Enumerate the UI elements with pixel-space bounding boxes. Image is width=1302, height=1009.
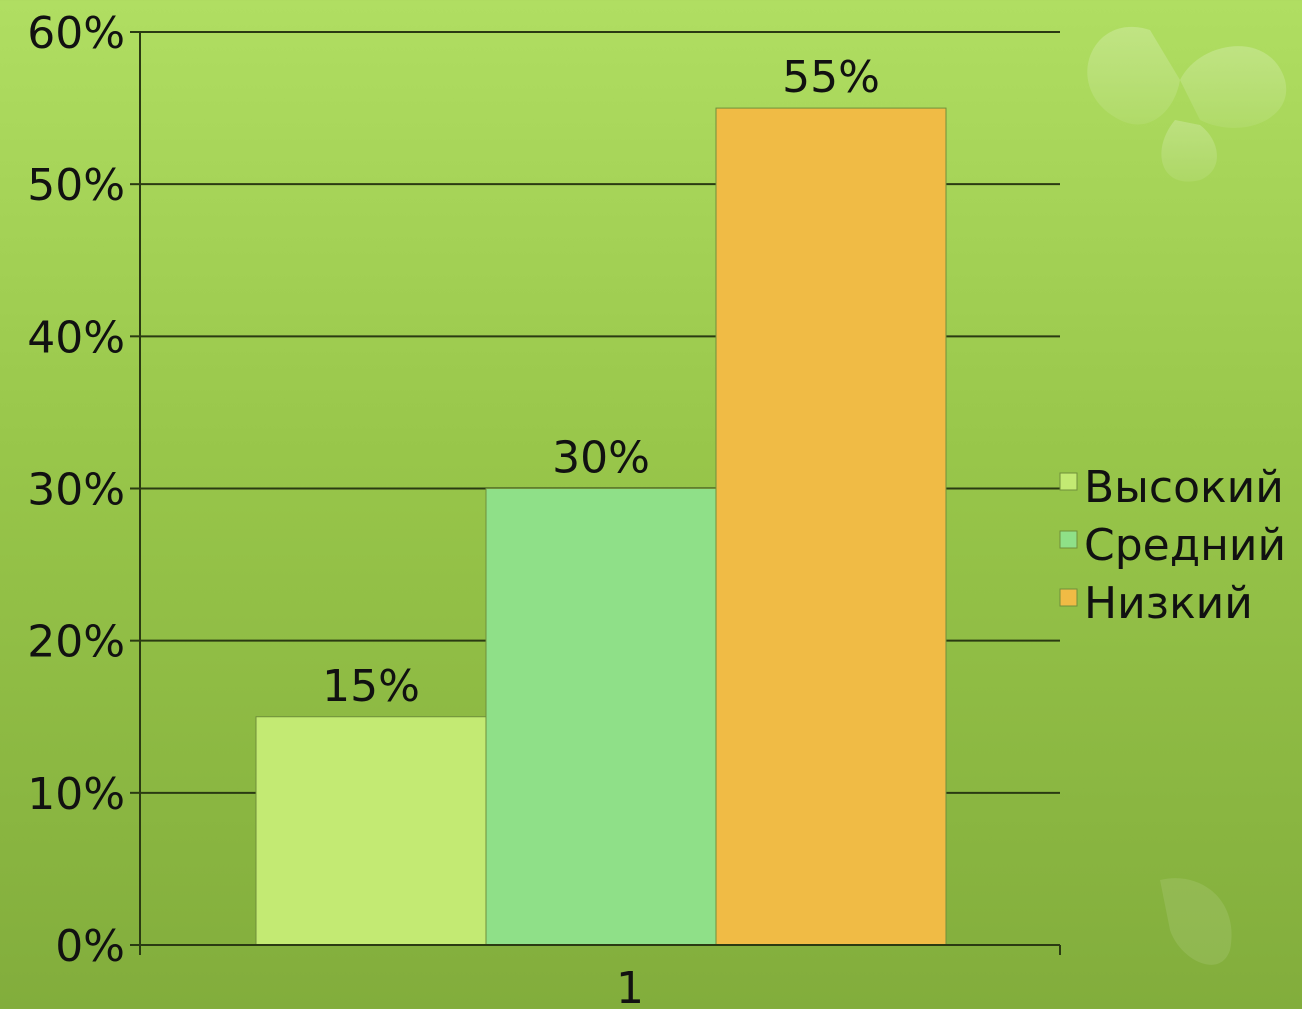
bar-value-label: 55%: [782, 52, 880, 103]
labels: 0% 10% 20% 30% 40% 50% 60% 15% 30% 55% 1: [27, 8, 880, 1009]
legend-label: Высокий: [1084, 462, 1284, 513]
butterfly-decoration: [1087, 26, 1287, 965]
x-tick-label: 1: [616, 963, 644, 1009]
legend-swatch: [1059, 472, 1078, 491]
legend: Высокий Средний Низкий: [1059, 462, 1286, 629]
y-tick-label: 50%: [27, 160, 125, 211]
bar-2: [485, 488, 717, 946]
legend-label: Средний: [1084, 520, 1286, 571]
y-tick-label: 10%: [27, 769, 125, 820]
y-tick-label: 40%: [27, 312, 125, 363]
bar-3: [715, 107, 947, 946]
bars: [255, 107, 947, 946]
legend-swatch: [1059, 530, 1078, 549]
y-tick-label: 30%: [27, 465, 125, 516]
y-tick-label: 0%: [55, 921, 125, 972]
y-tick-label: 60%: [27, 8, 125, 59]
bar-value-label: 15%: [322, 661, 420, 712]
legend-swatch: [1059, 588, 1078, 607]
bar-value-label: 30%: [552, 433, 650, 484]
bar-1: [255, 716, 487, 946]
legend-label: Низкий: [1084, 578, 1253, 629]
y-tick-label: 20%: [27, 617, 125, 668]
axes: [130, 31, 1061, 955]
